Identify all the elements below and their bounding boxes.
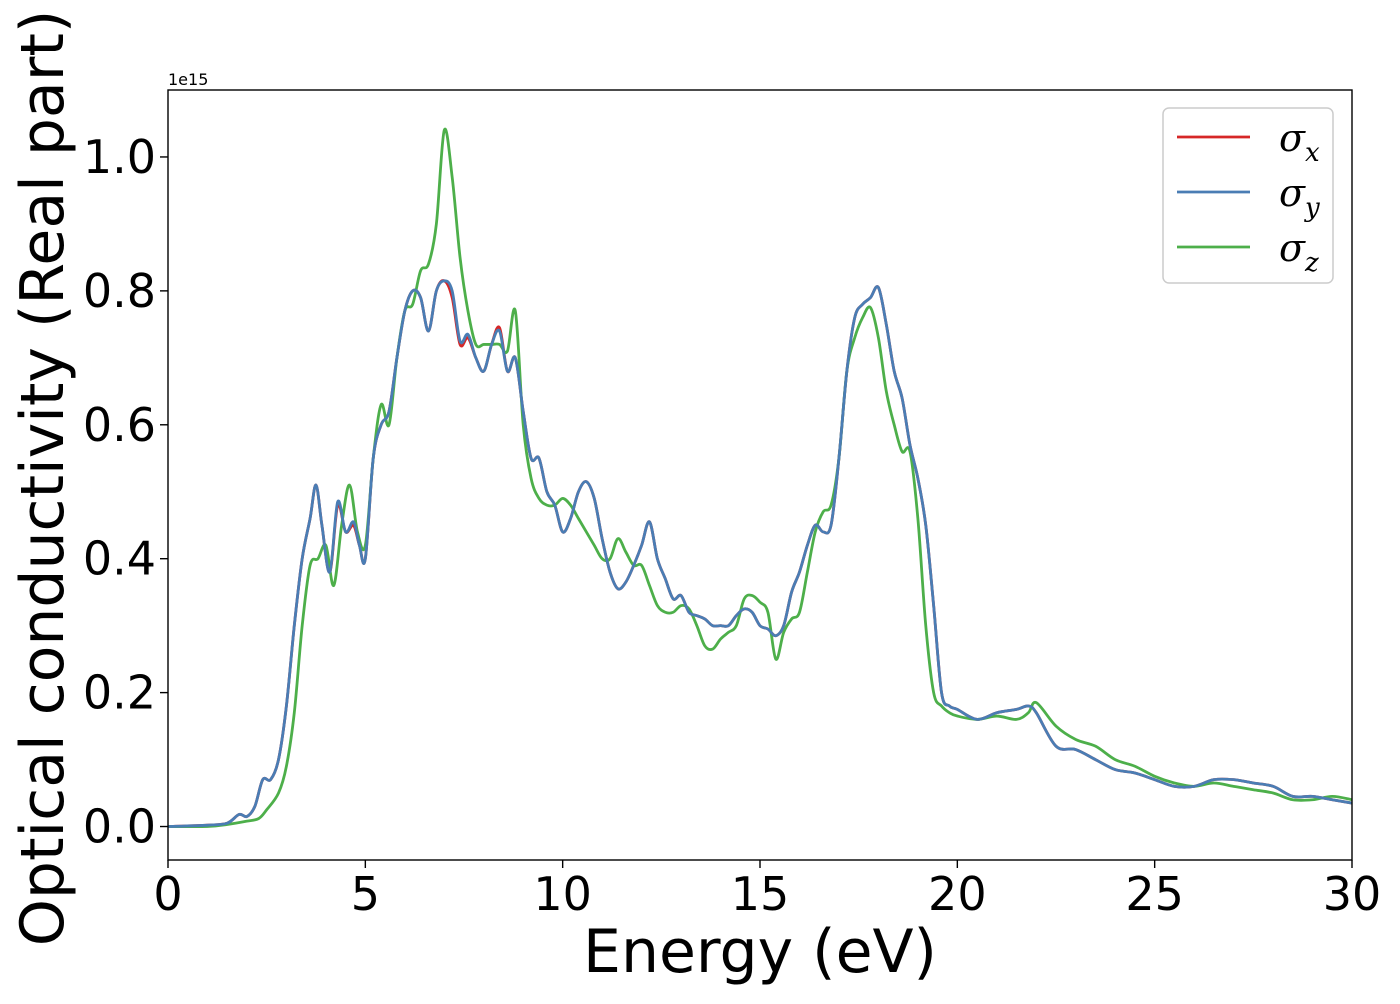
x-tick-label: 30 bbox=[1323, 867, 1382, 921]
legend-symbol: σ bbox=[1279, 226, 1306, 270]
x-tick-label: 25 bbox=[1125, 867, 1184, 921]
series-line-y bbox=[168, 279, 1352, 828]
y-tick-label: 0.6 bbox=[83, 398, 156, 452]
legend-symbol: σ bbox=[1279, 171, 1306, 215]
legend-subscript: y bbox=[1304, 193, 1320, 223]
x-tick-label: 20 bbox=[928, 867, 987, 921]
y-offset-text: 1e15 bbox=[168, 70, 208, 89]
legend-label-x: σx bbox=[1279, 116, 1320, 168]
series-layer bbox=[168, 127, 1352, 829]
y-axis-ticks: 0.0 0.2 0.4 0.6 0.8 1.0 bbox=[83, 130, 168, 854]
y-tick-label: 0.4 bbox=[83, 532, 156, 586]
y-axis-label: Optical conductivity (Real part) bbox=[8, 10, 78, 947]
y-tick-label: 0.8 bbox=[83, 264, 156, 318]
legend-label-y: σy bbox=[1279, 171, 1320, 223]
x-tick-label: 0 bbox=[153, 867, 182, 921]
legend-subscript: z bbox=[1304, 248, 1319, 278]
legend-box bbox=[1162, 107, 1334, 284]
series-line-x bbox=[168, 279, 1352, 828]
legend-symbol: σ bbox=[1279, 116, 1306, 160]
y-tick-label: 0.2 bbox=[83, 666, 156, 720]
series-line-z bbox=[168, 127, 1352, 829]
y-tick-label: 0.0 bbox=[83, 800, 156, 854]
x-axis-label: Energy (eV) bbox=[583, 917, 937, 987]
legend-label-z: σz bbox=[1279, 226, 1319, 278]
x-axis-ticks: 0 5 10 15 20 25 30 bbox=[153, 860, 1381, 921]
legend-subscript: x bbox=[1305, 138, 1320, 168]
y-tick-label: 1.0 bbox=[83, 130, 156, 184]
x-tick-label: 5 bbox=[351, 867, 380, 921]
x-tick-label: 15 bbox=[731, 867, 790, 921]
x-tick-label: 10 bbox=[533, 867, 592, 921]
